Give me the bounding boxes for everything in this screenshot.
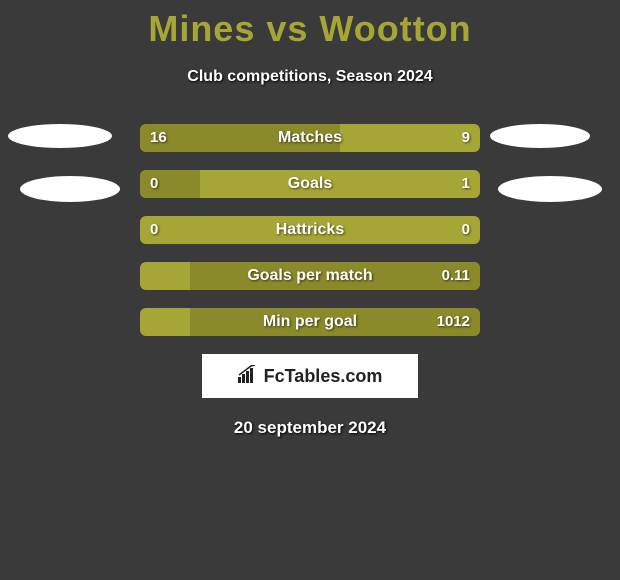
logo-box: FcTables.com: [202, 354, 418, 398]
value-left: 16: [150, 124, 167, 152]
value-right: 1: [462, 170, 470, 198]
stat-row: Goals per match0.11: [0, 262, 620, 290]
value-right: 0.11: [442, 262, 470, 290]
logo-text: FcTables.com: [264, 366, 383, 387]
player-ellipse: [498, 176, 602, 202]
bar-label: Goals: [140, 170, 480, 198]
page-title: Mines vs Wootton: [0, 0, 620, 50]
stat-row: Hattricks0 0: [0, 216, 620, 244]
value-left: 0: [150, 216, 158, 244]
value-right: 0: [462, 216, 470, 244]
subtitle: Club competitions, Season 2024: [0, 68, 620, 86]
player-ellipse: [490, 124, 590, 148]
date-text: 20 september 2024: [0, 418, 620, 438]
value-left: 0: [150, 170, 158, 198]
bar-label: Matches: [140, 124, 480, 152]
player-ellipse: [8, 124, 112, 148]
player-ellipse: [20, 176, 120, 202]
bar-label: Goals per match: [140, 262, 480, 290]
value-right: 1012: [437, 308, 470, 336]
bar-label: Min per goal: [140, 308, 480, 336]
comparison-chart: Matches169Goals01Hattricks00Goals per ma…: [0, 124, 620, 336]
bar-label: Hattricks: [140, 216, 480, 244]
logo-chart-icon: [238, 365, 260, 388]
value-right: 9: [462, 124, 470, 152]
stat-row: Min per goal1012: [0, 308, 620, 336]
